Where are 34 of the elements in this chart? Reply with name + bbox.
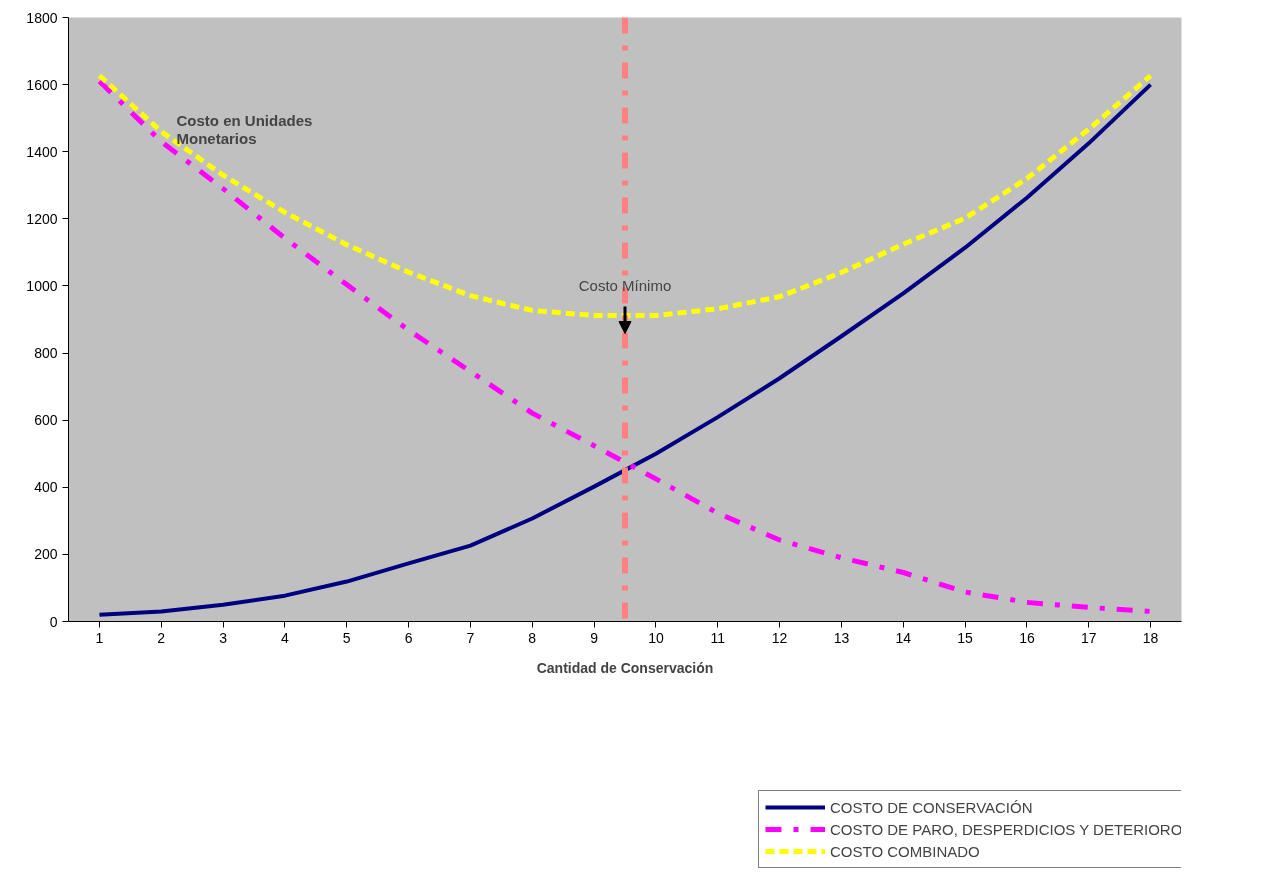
x-tick-label: 17 (1080, 629, 1097, 646)
x-tick-label: 7 (466, 629, 475, 646)
x-tick-label: 1 (95, 629, 104, 646)
y-tick-label: 200 (34, 546, 58, 563)
x-axis-title: Cantidad de Conservación (536, 659, 714, 676)
x-tick-label: 6 (404, 629, 413, 646)
x-tick-label: 2 (157, 629, 166, 646)
y-tick-label: 1600 (26, 76, 58, 93)
y-tick-label: 1000 (26, 277, 58, 294)
x-tick-label: 4 (281, 629, 290, 646)
y-tick-label: 400 (34, 479, 58, 496)
x-tick-label: 15 (957, 629, 974, 646)
y-tick-label: 600 (34, 412, 58, 429)
x-tick-label: 8 (528, 629, 537, 646)
y-tick-label: 0 (49, 613, 58, 630)
x-tick-label: 14 (895, 629, 912, 646)
x-tick-label: 10 (648, 629, 664, 646)
x-tick-label: 3 (219, 629, 228, 646)
annotation: Costo Mínimo (578, 277, 672, 295)
legend-label: COSTO DE CONSERVACIÓN (830, 798, 1033, 816)
legend-label: COSTO COMBINADO (830, 842, 980, 860)
legend-label: COSTO DE PARO, DESPERDICIOS Y DETERIORO (830, 820, 1182, 838)
y-tick-label: 1400 (26, 143, 58, 160)
x-tick-label: 5 (342, 629, 351, 646)
y-tick-label: 800 (34, 345, 58, 362)
x-tick-label: 11 (710, 629, 726, 646)
x-tick-label: 12 (771, 629, 788, 646)
y-tick-label: 1200 (26, 210, 58, 227)
y-axis-title: Costo en Unidades Monetarios (176, 111, 313, 147)
x-tick-label: 18 (1142, 629, 1159, 646)
y-tick-label: 1800 (26, 9, 58, 26)
x-tick-label: 13 (833, 629, 850, 646)
x-tick-label: 16 (1019, 629, 1035, 646)
x-tick-label: 9 (590, 629, 599, 646)
